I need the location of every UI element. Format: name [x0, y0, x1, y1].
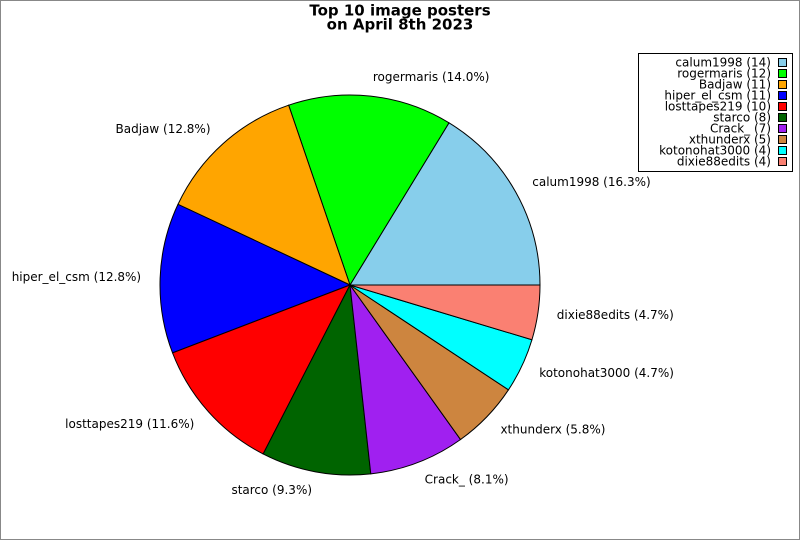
pie-slice	[349, 122, 541, 286]
chart-title: Top 10 image posters	[309, 2, 490, 20]
legend-swatch	[778, 58, 787, 67]
pie-slice	[349, 283, 462, 475]
legend-swatch	[778, 113, 787, 122]
chart-title: on April 8th 2023	[327, 16, 474, 34]
legend-label: calum1998 (14)	[675, 56, 771, 70]
pie-slice	[171, 284, 352, 455]
legend-swatch	[778, 157, 787, 166]
slice-label: calum1998 (16.3%)	[532, 175, 650, 189]
slice-label: starco (9.3%)	[231, 483, 312, 497]
legend-label: Badjaw (11)	[699, 78, 771, 92]
legend-swatch	[778, 69, 787, 78]
legend-box	[638, 53, 793, 172]
legend-swatch	[778, 91, 787, 100]
slice-label: Badjaw (12.8%)	[116, 122, 211, 136]
legend-label: rogermaris (12)	[677, 67, 771, 81]
legend-swatch	[778, 146, 787, 155]
slice-label: Crack_ (8.1%)	[425, 473, 509, 487]
legend-label: Crack_ (7)	[710, 122, 771, 136]
slice-label: dixie88edits (4.7%)	[557, 308, 674, 322]
pie-slice	[159, 203, 352, 354]
slice-label: hiper_el_csm (12.8%)	[12, 270, 141, 284]
pie-slice	[288, 94, 450, 287]
legend-label: kotonohat3000 (4)	[659, 144, 771, 158]
legend-swatch	[778, 124, 787, 133]
pie-slice	[177, 104, 351, 286]
legend-label: starco (8)	[713, 111, 771, 125]
pie-slice	[349, 284, 541, 341]
legend-label: hiper_el_csm (11)	[664, 89, 771, 103]
legend-swatch	[778, 135, 787, 144]
slice-label: kotonohat3000 (4.7%)	[539, 366, 674, 380]
slice-label: losttapes219 (11.6%)	[65, 417, 194, 431]
legend-label: xthunderx (5)	[689, 133, 771, 147]
pie-slice	[262, 283, 372, 476]
legend-swatch	[778, 102, 787, 111]
slice-label: xthunderx (5.8%)	[500, 423, 605, 437]
legend-label: losttapes219 (10)	[665, 100, 771, 114]
legend-swatch	[778, 80, 787, 89]
slice-label: rogermaris (14.0%)	[373, 70, 490, 84]
legend-label: dixie88edits (4)	[677, 155, 771, 169]
